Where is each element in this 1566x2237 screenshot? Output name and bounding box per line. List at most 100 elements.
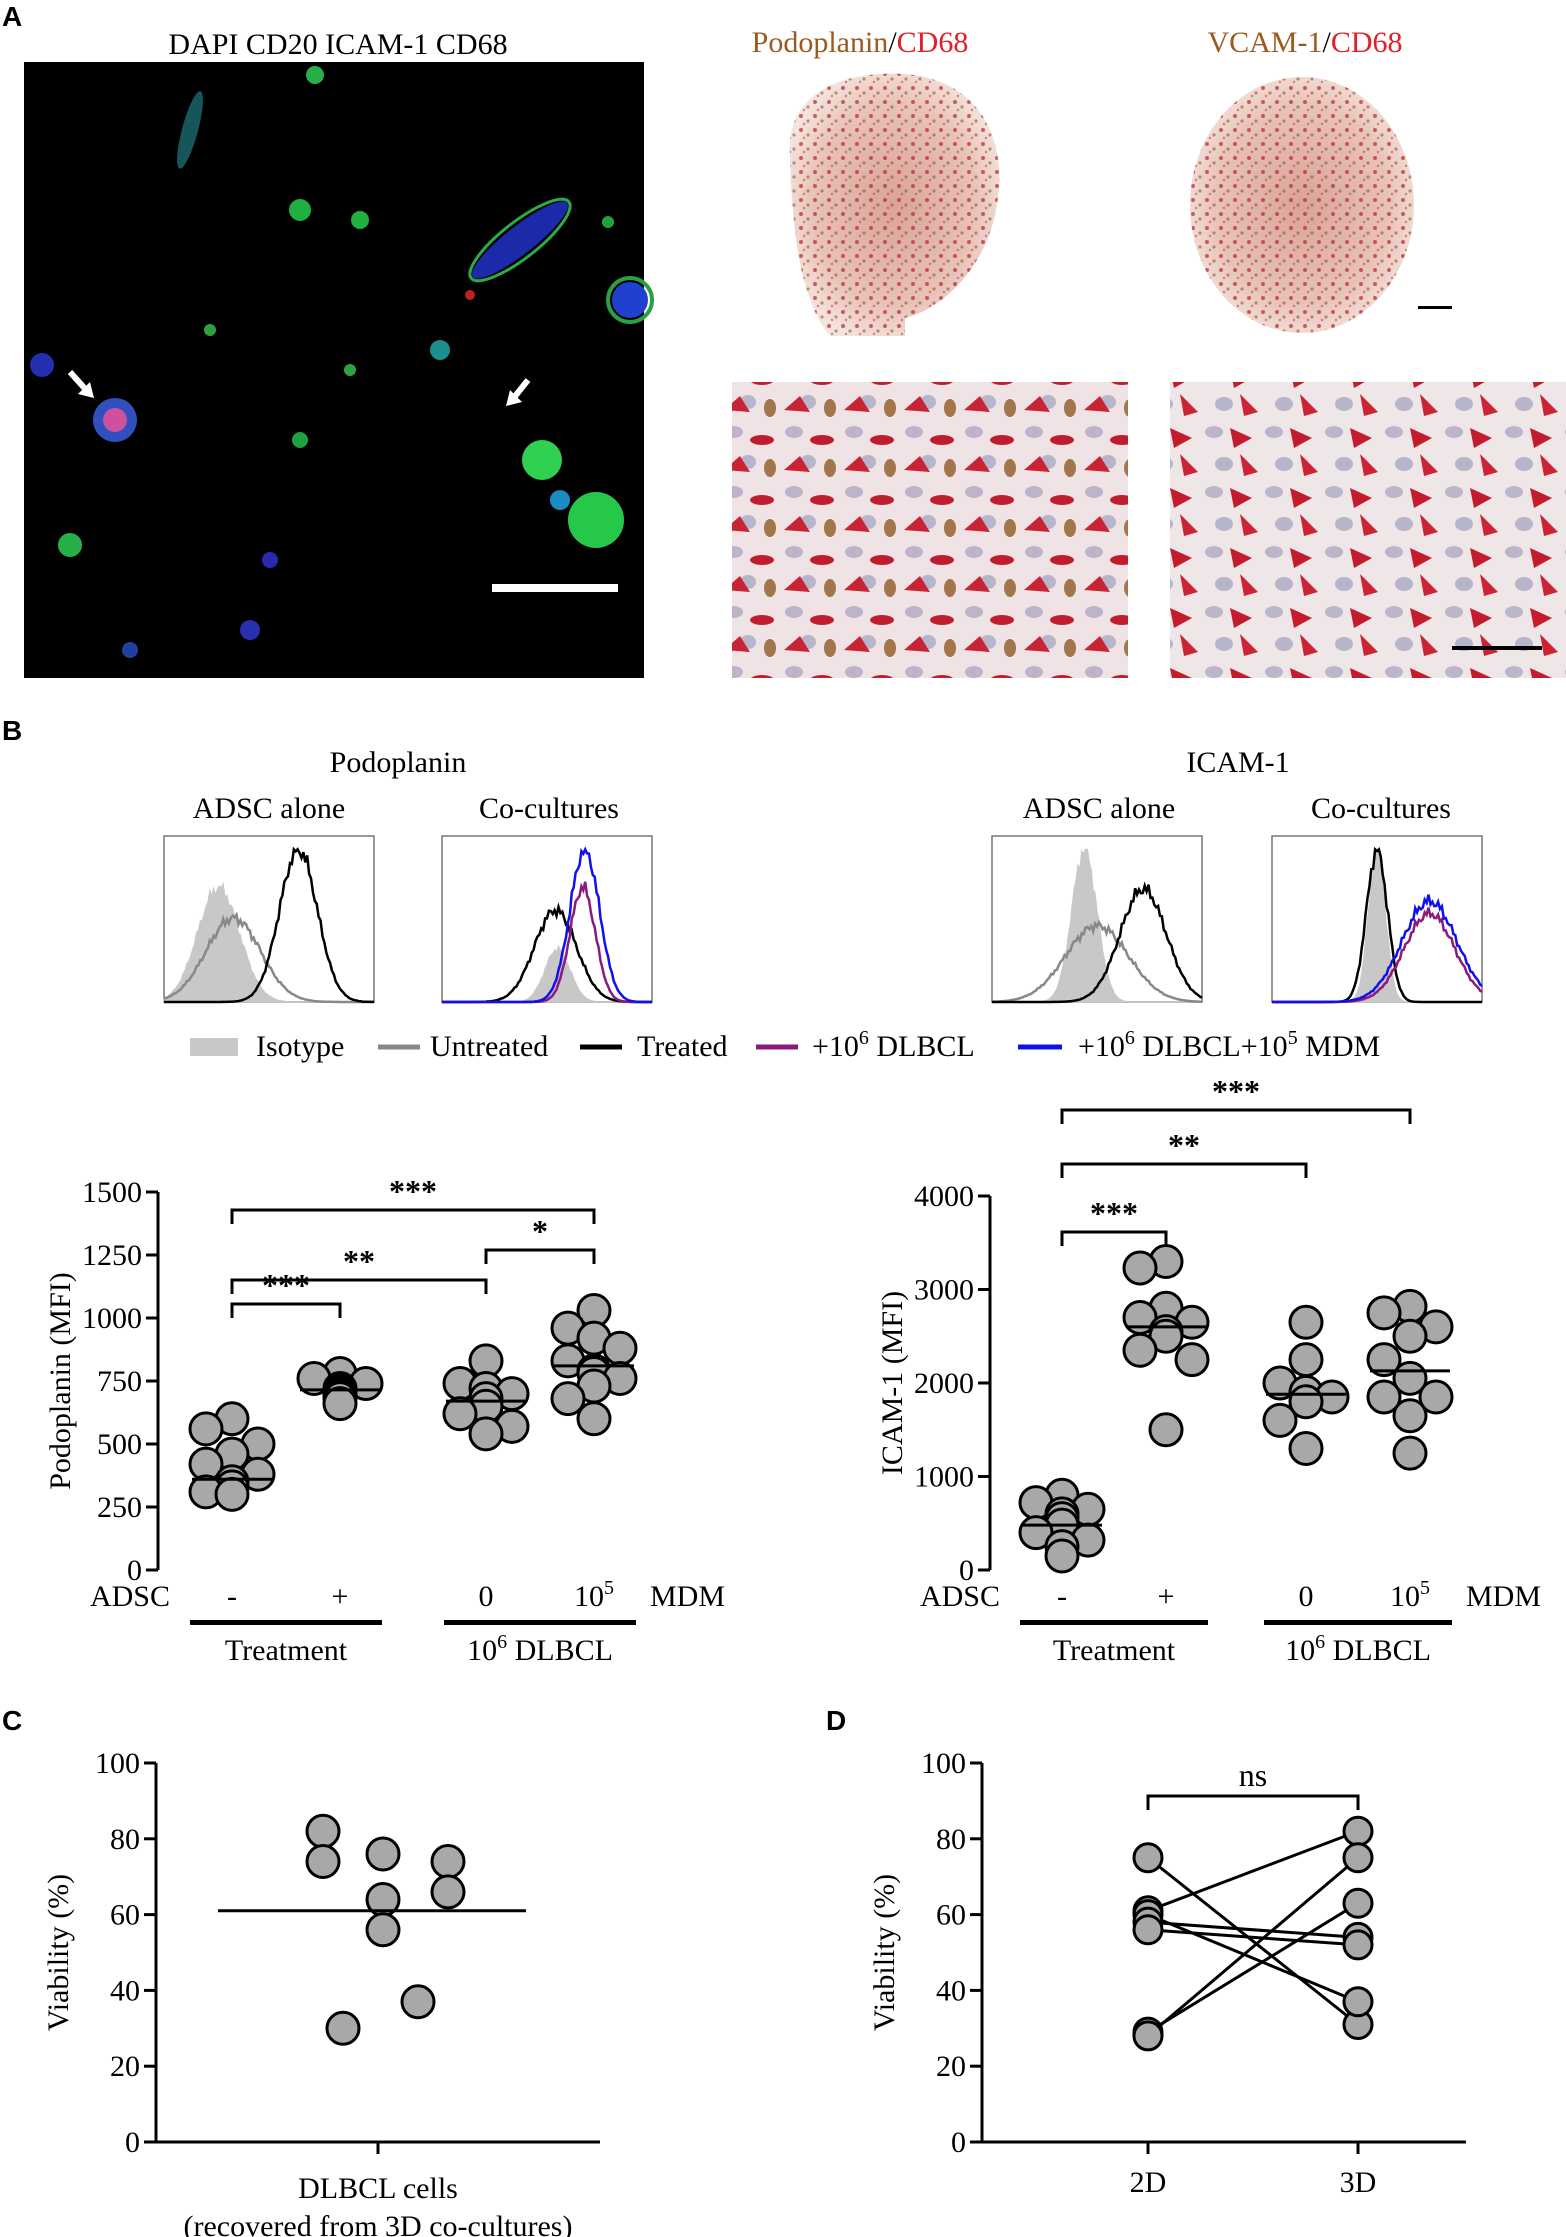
- data-point: [188, 1411, 224, 1447]
- histogram-curve-mdm: [1272, 894, 1483, 1004]
- data-point: [550, 1381, 586, 1417]
- fluor-title: DAPI CD20 ICAM-1 CD68: [168, 28, 507, 61]
- data-point: [1174, 1342, 1210, 1378]
- y-tick-label: 20: [110, 2050, 140, 2083]
- panel-label-d: D: [826, 1705, 846, 1736]
- legend-label-untreated: Untreated: [430, 1030, 548, 1063]
- y-axis-label: Viability (%): [868, 1874, 901, 2031]
- y-tick-label: 0: [125, 2126, 140, 2159]
- data-point: [305, 1813, 341, 1849]
- x-group-label-dlbcl: 106 DLBCL: [1285, 1631, 1431, 1667]
- fluorescence-image: [24, 62, 644, 678]
- y-tick-label: 4000: [914, 1180, 974, 1213]
- y-axis-label: Podoplanin (MFI): [44, 1272, 77, 1490]
- legend-swatch-isotype: [190, 1038, 238, 1056]
- data-point: [365, 1836, 401, 1872]
- y-tick-label: 2000: [914, 1367, 974, 1400]
- y-tick-label: 40: [936, 1974, 966, 2007]
- data-point: [1288, 1430, 1324, 1466]
- data-point: [400, 1984, 436, 2020]
- y-axis-label: Viability (%): [42, 1874, 75, 2031]
- x-tick-label: 3D: [1340, 2166, 1377, 2199]
- legend: Isotype Untreated Treated +106 DLBCL +10…: [190, 1027, 1380, 1063]
- scale-bar: [492, 584, 618, 592]
- x-tick-label: 0: [479, 1580, 494, 1613]
- hist-title-icam1: ICAM-1: [1186, 746, 1289, 779]
- paired-line: [1147, 1920, 1359, 1939]
- data-point: [214, 1476, 250, 1512]
- histogram-curve-mdm: [442, 846, 652, 1004]
- significance-bracket: [1060, 1162, 1308, 1178]
- data-point: [1044, 1538, 1080, 1574]
- data-point: [576, 1401, 612, 1437]
- y-tick-label: 60: [110, 1899, 140, 1932]
- y-tick-label: 0: [127, 1554, 142, 1587]
- data-point: [1392, 1435, 1428, 1471]
- significance-label: ***: [262, 1267, 310, 1303]
- group-line-dlbcl: [444, 1620, 636, 1625]
- data-point: [1262, 1402, 1298, 1438]
- y-tick-label: 250: [97, 1491, 142, 1524]
- significance-label: ns: [1239, 1757, 1267, 1793]
- x-tick-label: 0: [1299, 1580, 1314, 1613]
- group-line-treatment: [1020, 1620, 1208, 1625]
- data-point-2d: [1132, 2020, 1164, 2052]
- scale-bar: [1418, 306, 1452, 309]
- significance-bracket: [1060, 1230, 1168, 1246]
- hist-subtitle: Co-cultures: [479, 792, 619, 825]
- paired-line: [1147, 1856, 1359, 2026]
- data-point: [305, 1844, 341, 1880]
- significance-label: *: [532, 1213, 548, 1249]
- group-line-treatment: [190, 1620, 382, 1625]
- legend-label-dlbcl: +106 DLBCL: [812, 1027, 975, 1063]
- hist-title-podoplanin: Podoplanin: [330, 746, 467, 779]
- y-tick-label: 750: [97, 1365, 142, 1398]
- significance-label: **: [1168, 1127, 1200, 1163]
- data-point: [1148, 1412, 1184, 1448]
- data-point: [322, 1386, 358, 1422]
- histogram-curve-treated: [164, 846, 374, 1004]
- hist-subtitle: Co-cultures: [1311, 792, 1451, 825]
- x-axis-label: DLBCL cells: [298, 2172, 458, 2205]
- data-point: [602, 1330, 638, 1366]
- spheroid-podoplanin-image: [789, 73, 1000, 337]
- x-label-mdm: MDM: [650, 1580, 725, 1613]
- arrow-icon: [506, 378, 531, 406]
- x-tick-label: 2D: [1130, 2166, 1167, 2199]
- data-point: [365, 1912, 401, 1948]
- significance-bracket: [1060, 1108, 1412, 1124]
- legend-label-treated: Treated: [637, 1030, 728, 1063]
- data-point-3d: [1342, 1986, 1374, 2018]
- x-axis-label: (recovered from 3D co-cultures): [184, 2210, 573, 2237]
- data-point: [1288, 1304, 1324, 1340]
- data-point: [1418, 1379, 1454, 1415]
- hist-subtitle: ADSC alone: [1023, 792, 1176, 825]
- significance-bracket: [484, 1248, 596, 1264]
- significance-bracket: [230, 1302, 342, 1318]
- paired-line: [1147, 1928, 1359, 1947]
- significance-bracket: [230, 1278, 488, 1294]
- x-group-label-dlbcl: 106 DLBCL: [467, 1631, 613, 1667]
- y-tick-label: 40: [110, 1974, 140, 2007]
- data-point: [1366, 1379, 1402, 1415]
- significance-label: ***: [1090, 1195, 1138, 1231]
- paired-line: [1147, 1856, 1359, 2038]
- significance-label: ***: [389, 1173, 437, 1209]
- data-point: [1392, 1398, 1428, 1434]
- data-point-3d: [1342, 1929, 1374, 1961]
- x-tick-label: -: [1057, 1580, 1067, 1613]
- data-point: [442, 1396, 478, 1432]
- vcam1-zoom-image: [1170, 382, 1566, 678]
- fluorescence-cells: [30, 66, 654, 658]
- panel-label-b: B: [2, 715, 22, 746]
- y-axis-label: ICAM-1 (MFI): [876, 1291, 909, 1475]
- data-point-3d: [1342, 1842, 1374, 1874]
- y-tick-label: 80: [936, 1823, 966, 1856]
- y-tick-label: 1500: [82, 1176, 142, 1209]
- scale-bar: [1452, 646, 1542, 650]
- data-point: [325, 2010, 361, 2046]
- panel-label-c: C: [2, 1705, 22, 1736]
- y-tick-label: 80: [110, 1823, 140, 1856]
